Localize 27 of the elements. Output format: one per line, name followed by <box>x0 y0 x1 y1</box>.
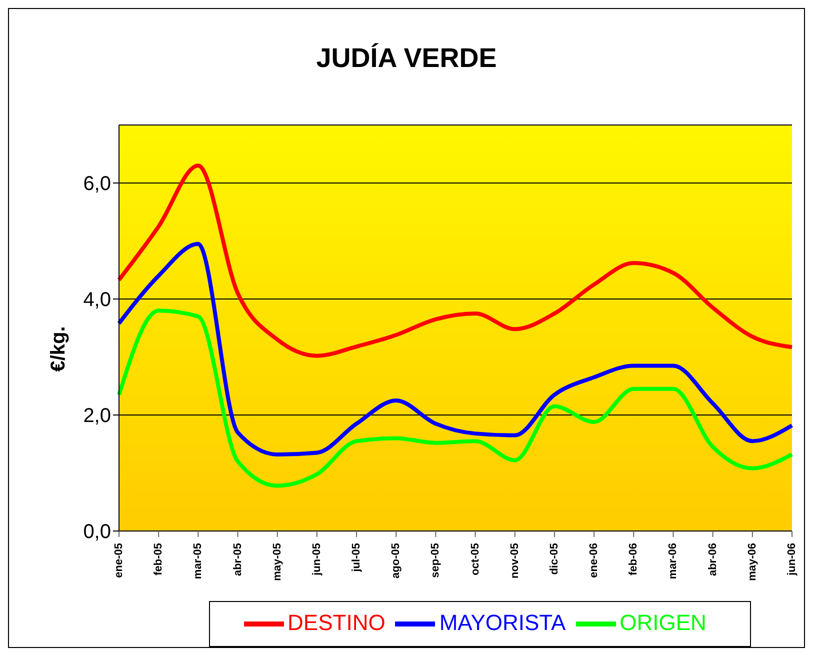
x-tick-label: mar-06 <box>667 543 680 580</box>
legend-label: MAYORISTA <box>439 610 566 635</box>
x-tick-label: feb-05 <box>152 543 165 576</box>
y-tick-label: 0,0 <box>83 521 111 544</box>
legend-label: DESTINO <box>288 610 386 635</box>
x-tick-label: mar-05 <box>192 543 204 580</box>
chart-title: JUDÍA VERDE <box>315 43 498 74</box>
x-tick-label: ene-05 <box>113 543 125 578</box>
x-tick-label: ene-06 <box>588 543 600 578</box>
x-tick-label: jun-06 <box>786 543 798 576</box>
x-tick-label: may-06 <box>746 543 758 581</box>
x-tick-label: ago-05 <box>390 543 402 578</box>
x-tick-label: nov-05 <box>508 543 521 578</box>
y-tick-label: 2,0 <box>83 405 111 428</box>
y-tick-label: 6,0 <box>83 173 111 196</box>
legend-label: ORIGEN <box>620 610 706 635</box>
x-tick-label: abr-06 <box>706 543 719 576</box>
x-tick-label: jul-05 <box>350 543 363 573</box>
y-axis-title: €/kg. <box>48 325 70 374</box>
x-tick-label: dic-05 <box>548 543 560 575</box>
x-tick-label: feb-06 <box>628 543 640 576</box>
x-tick-label: abr-05 <box>232 543 244 576</box>
x-tick-label: sep-05 <box>430 543 442 578</box>
x-tick-label: oct-05 <box>469 543 482 576</box>
x-tick-label: jun-05 <box>310 543 323 576</box>
y-tick-label: 4,0 <box>83 289 111 312</box>
x-tick-label: may-05 <box>271 543 284 581</box>
